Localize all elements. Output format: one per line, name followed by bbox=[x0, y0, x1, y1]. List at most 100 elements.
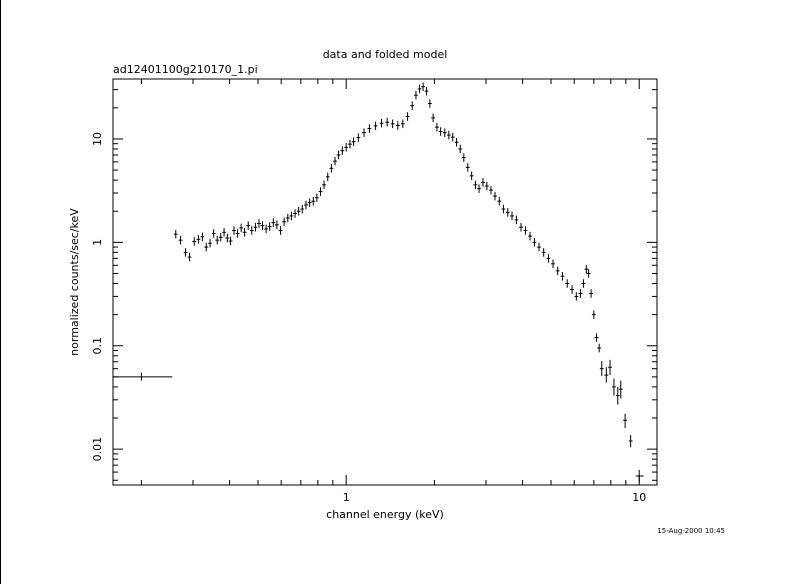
data-point bbox=[242, 228, 247, 237]
data-point bbox=[322, 180, 326, 190]
y-tick-label: 1 bbox=[91, 239, 104, 246]
data-point bbox=[493, 191, 497, 201]
data-point bbox=[560, 271, 565, 281]
data-point bbox=[635, 469, 644, 483]
data-point bbox=[599, 361, 604, 376]
data-point bbox=[257, 219, 261, 228]
data-point bbox=[581, 279, 586, 288]
chart-subtitle: ad12401100g210170_1.pi bbox=[113, 63, 258, 76]
data-point bbox=[584, 264, 589, 274]
data-point bbox=[249, 226, 254, 235]
data-point bbox=[438, 127, 443, 136]
data-point bbox=[546, 254, 551, 263]
data-point bbox=[367, 124, 372, 133]
data-point bbox=[477, 184, 481, 194]
data-point bbox=[454, 137, 459, 147]
data-point bbox=[300, 204, 305, 214]
y-tick-label: 0.01 bbox=[91, 437, 104, 462]
data-point bbox=[435, 122, 439, 132]
data-point bbox=[348, 139, 352, 149]
data-point bbox=[484, 181, 489, 191]
data-point bbox=[178, 235, 183, 245]
data-point bbox=[618, 380, 623, 399]
data-point bbox=[421, 82, 425, 91]
data-point bbox=[325, 172, 330, 182]
x-tick-label: 10 bbox=[632, 491, 646, 504]
data-point bbox=[405, 112, 410, 121]
data-point bbox=[318, 187, 323, 196]
data-point bbox=[597, 343, 602, 353]
y-axis-label: normalized counts/sec/keV bbox=[68, 208, 81, 356]
data-point bbox=[497, 196, 502, 206]
data-point bbox=[604, 367, 609, 383]
data-point bbox=[293, 209, 297, 218]
data-point bbox=[271, 218, 276, 227]
data-point bbox=[578, 289, 583, 298]
data-point bbox=[489, 185, 493, 195]
data-point bbox=[528, 231, 532, 241]
data-point bbox=[356, 133, 361, 142]
data-point bbox=[591, 310, 596, 319]
data-point bbox=[501, 204, 506, 214]
data-point bbox=[458, 144, 463, 154]
data-point bbox=[623, 413, 627, 429]
data-point bbox=[574, 292, 579, 301]
data-point bbox=[537, 242, 541, 252]
data-point bbox=[390, 119, 395, 129]
data-point bbox=[532, 238, 537, 247]
y-tick-label: 10 bbox=[91, 132, 104, 146]
data-point bbox=[615, 386, 620, 405]
data-point bbox=[461, 153, 466, 162]
data-point bbox=[228, 236, 233, 246]
data-point bbox=[465, 163, 470, 172]
data-point bbox=[215, 235, 220, 245]
data-point bbox=[410, 101, 415, 110]
data-point bbox=[519, 222, 523, 232]
data-point bbox=[565, 279, 570, 288]
data-point bbox=[311, 196, 316, 206]
data-point bbox=[417, 84, 422, 94]
data-point bbox=[551, 259, 555, 269]
data-point bbox=[473, 180, 478, 190]
data-point bbox=[344, 143, 349, 152]
data-point bbox=[333, 156, 337, 166]
data-point bbox=[395, 121, 400, 130]
data-point bbox=[362, 128, 366, 137]
data-point bbox=[289, 211, 294, 221]
data-point bbox=[196, 235, 201, 244]
data-point bbox=[570, 285, 574, 294]
data-point bbox=[481, 178, 485, 187]
data-point bbox=[285, 213, 290, 223]
data-point bbox=[414, 90, 418, 100]
data-point bbox=[514, 215, 519, 225]
data-point bbox=[173, 229, 178, 239]
data-point bbox=[211, 229, 216, 238]
data-point bbox=[523, 226, 528, 235]
data-point bbox=[282, 217, 287, 227]
window-left-edge bbox=[0, 0, 1, 584]
data-point bbox=[385, 117, 390, 127]
data-point bbox=[612, 378, 616, 396]
data-point bbox=[274, 220, 279, 230]
data-point bbox=[329, 164, 334, 173]
data-point bbox=[200, 232, 205, 242]
data-point bbox=[225, 233, 230, 243]
data-point bbox=[589, 289, 593, 298]
data-point bbox=[351, 137, 356, 147]
data-point bbox=[267, 222, 272, 231]
data-point bbox=[218, 232, 223, 242]
data-point bbox=[400, 119, 405, 129]
data-point bbox=[446, 130, 451, 140]
data-point bbox=[628, 435, 633, 448]
data-point bbox=[608, 359, 612, 376]
data-point bbox=[222, 228, 226, 237]
data-point bbox=[260, 221, 265, 230]
data-point bbox=[232, 226, 236, 235]
x-axis-label: channel energy (keV) bbox=[326, 508, 444, 521]
data-point bbox=[379, 118, 384, 128]
data-point bbox=[307, 198, 312, 207]
data-point bbox=[510, 211, 514, 221]
y-tick-label: 0.1 bbox=[91, 337, 104, 355]
x-tick-label: 1 bbox=[343, 491, 350, 504]
data-point bbox=[183, 248, 188, 257]
